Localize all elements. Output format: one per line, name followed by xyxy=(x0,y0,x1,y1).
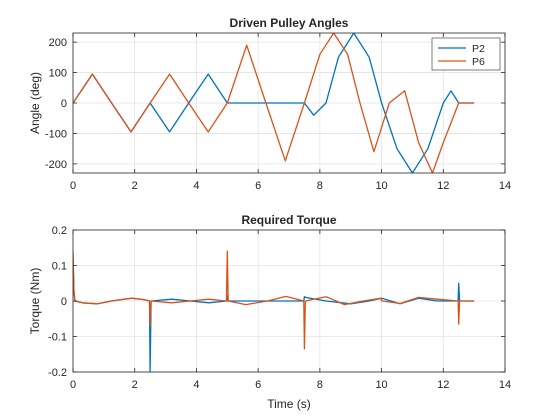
x-tick-label: 14 xyxy=(499,379,511,391)
x-tick-label: 12 xyxy=(437,379,449,391)
y-tick-label: 100 xyxy=(49,68,67,80)
x-tick-label: 8 xyxy=(317,379,323,391)
x-tick-label: 14 xyxy=(499,180,511,192)
x-tick-label: 8 xyxy=(317,180,323,192)
axes-driven-pulley-angles: 0 2 4 6 8 10 12 14 -200 -100 0 100 200 Driven Pulley … xyxy=(28,16,511,192)
y-tick-label: 0 xyxy=(61,98,67,110)
x-tick-label: 0 xyxy=(70,180,76,192)
chart-title: Required Torque xyxy=(241,213,336,227)
y-tick-label: -200 xyxy=(45,159,67,171)
y-tick-label: -100 xyxy=(45,128,67,140)
x-tick-label: 6 xyxy=(255,379,261,391)
x-tick-label: 10 xyxy=(375,180,387,192)
y-tick-label: -0.2 xyxy=(48,367,67,379)
y-tick-label: 0.2 xyxy=(52,225,67,237)
x-tick-label: 4 xyxy=(193,180,199,192)
y-tick-label: 0 xyxy=(61,296,67,308)
axes-required-torque: 0 2 4 6 8 10 12 14 -0.2 -0.1 0 0.1 0.2 Required Torqu… xyxy=(28,213,511,411)
x-tick-label: 2 xyxy=(132,180,138,192)
y-axis-label: Angle (deg) xyxy=(28,72,42,134)
legend-box xyxy=(431,37,501,71)
y-axis-label: Torque (Nm) xyxy=(28,268,42,335)
series-line-p6 xyxy=(73,250,475,350)
y-tick-label: 0.1 xyxy=(52,261,67,273)
legend-label-p6: P6 xyxy=(472,56,485,68)
x-tick-label: 10 xyxy=(375,379,387,391)
y-tick-label: 200 xyxy=(49,37,67,49)
chart-title: Driven Pulley Angles xyxy=(230,16,349,30)
x-tick-label: 12 xyxy=(437,180,449,192)
x-tick-label: 4 xyxy=(193,379,199,391)
y-tick-label: -0.1 xyxy=(48,332,67,344)
x-tick-label: 6 xyxy=(255,180,261,192)
x-tick-label: 2 xyxy=(132,379,138,391)
legend-label-p2: P2 xyxy=(472,43,485,55)
x-axis-label: Time (s) xyxy=(267,397,311,411)
series-line-p6 xyxy=(73,33,475,173)
x-tick-label: 0 xyxy=(70,379,76,391)
